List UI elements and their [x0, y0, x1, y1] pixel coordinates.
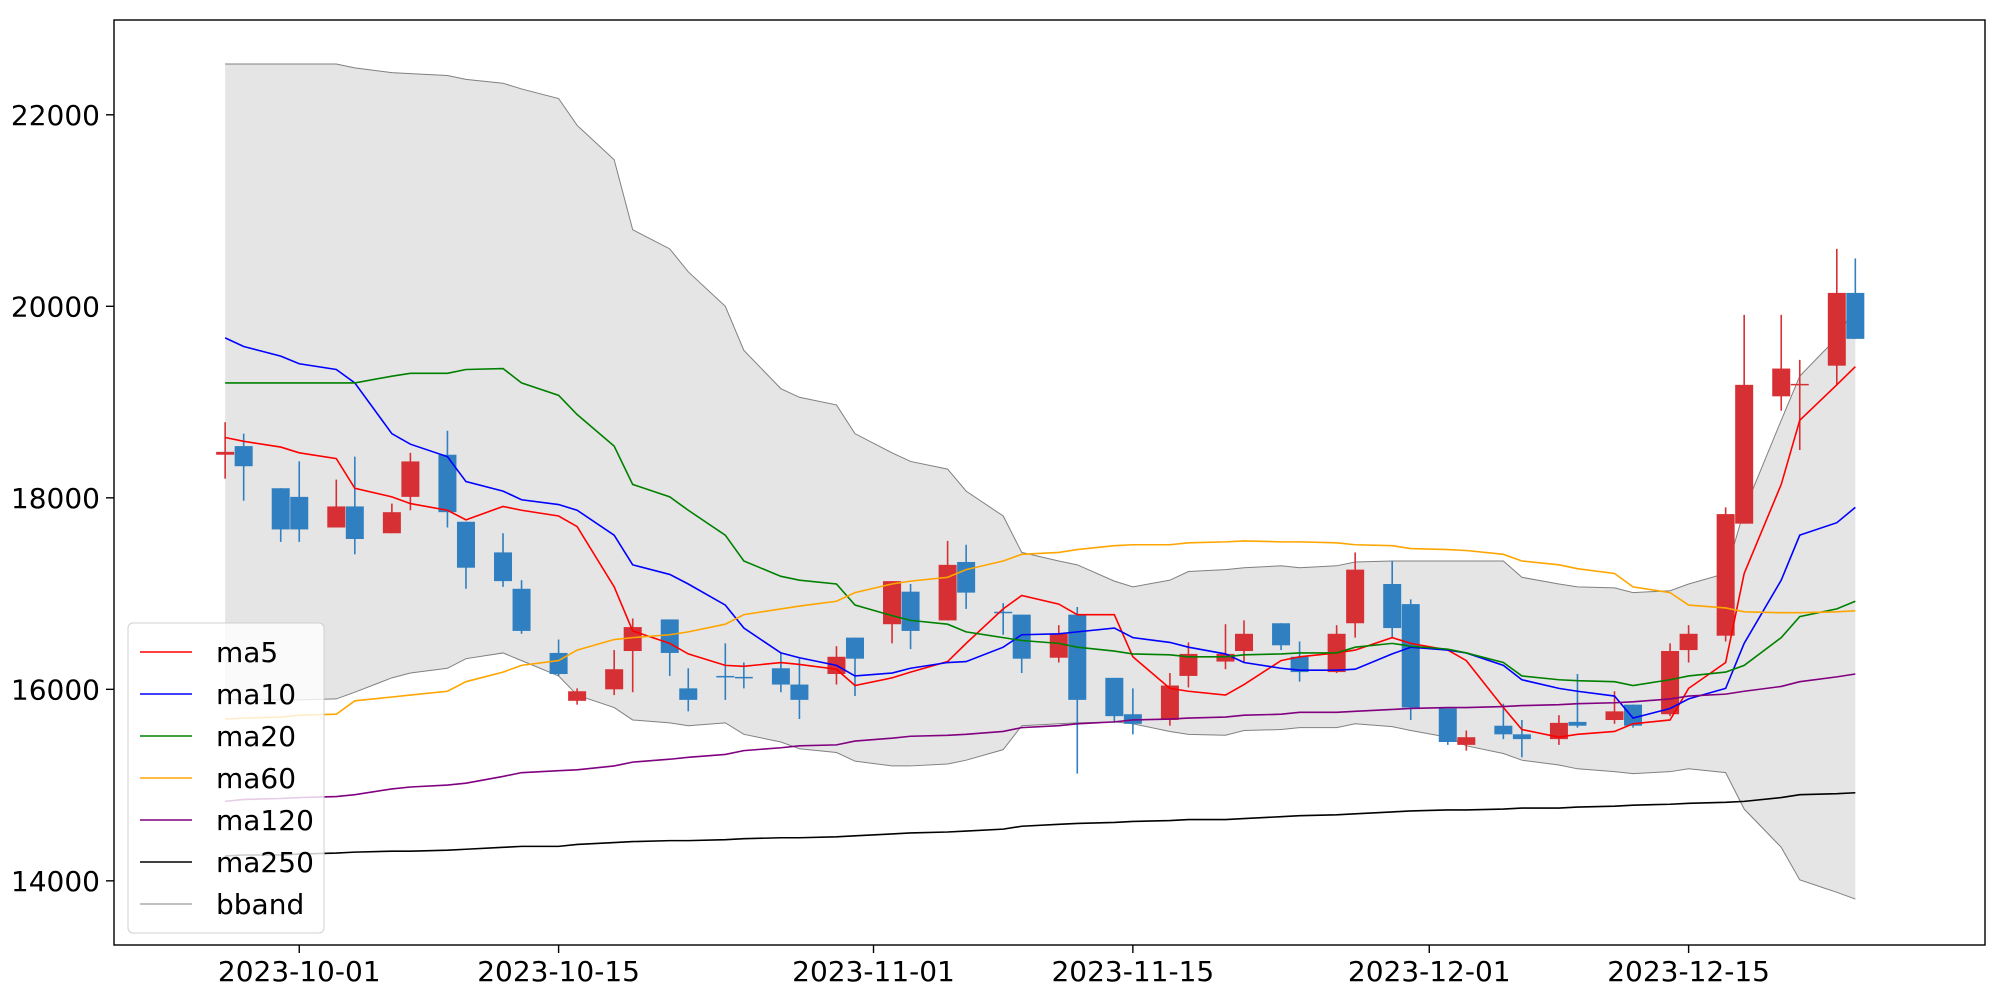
candle-body — [494, 552, 513, 582]
candle-body — [1605, 711, 1624, 720]
candle-body — [1012, 614, 1031, 659]
candle-body — [771, 668, 790, 685]
candle-body — [1772, 368, 1791, 397]
candle-body — [938, 564, 957, 621]
candle-body — [234, 446, 253, 467]
legend: ma5 ma10 ma20 ma60 ma120 ma250 bband — [127, 622, 325, 934]
ma-line — [224, 337, 1856, 719]
legend-label: ma10 — [216, 678, 296, 711]
ma-line — [225, 367, 1856, 687]
candle-body — [1049, 633, 1068, 658]
ma-line — [225, 791, 1856, 857]
candle-body — [216, 451, 235, 455]
candle-body — [382, 512, 401, 534]
legend-label: ma120 — [216, 804, 314, 837]
legend-label: ma250 — [216, 846, 314, 879]
plot-area — [216, 63, 1865, 900]
legend-label: ma60 — [216, 762, 296, 795]
candle-body — [1272, 623, 1291, 646]
y-tick-label: 20000 — [11, 290, 100, 323]
bband-upper — [225, 63, 1856, 594]
ma-line — [224, 366, 1856, 739]
x-tick-label: 2023-10-01 — [218, 955, 381, 988]
candle-body — [901, 591, 920, 631]
candle-body — [1401, 604, 1420, 708]
candle-body — [401, 461, 420, 497]
candle-body — [994, 611, 1013, 614]
ma-line — [225, 673, 1856, 803]
candle-body — [1512, 734, 1531, 740]
x-tick-label: 2023-12-01 — [1348, 955, 1511, 988]
candle-body — [883, 581, 902, 625]
candle-body — [605, 669, 624, 690]
x-tick-label: 2023-10-15 — [477, 955, 640, 988]
candle-body — [1068, 614, 1087, 700]
candle-body — [1568, 721, 1587, 726]
candle-body — [1716, 514, 1735, 636]
candle-body — [679, 688, 698, 700]
x-tick-label: 2023-12-15 — [1607, 955, 1770, 988]
candle-body — [345, 506, 364, 539]
candle-body — [1735, 384, 1754, 524]
legend-box — [127, 622, 325, 934]
candle-body — [456, 521, 475, 568]
candle-body — [660, 619, 679, 653]
candle-body — [290, 496, 309, 530]
candle-body — [1494, 725, 1513, 735]
legend-label: ma5 — [216, 636, 278, 669]
y-tick-label: 18000 — [11, 482, 100, 515]
legend-label: ma20 — [216, 720, 296, 753]
ma-line — [225, 540, 1856, 720]
candle-body — [1679, 633, 1698, 651]
candle-body — [438, 454, 457, 513]
candle-body — [1457, 737, 1476, 745]
axes-frame — [113, 19, 1986, 946]
candle-body — [957, 561, 976, 593]
y-tick-label: 16000 — [11, 673, 100, 706]
candle-body — [1235, 633, 1254, 652]
candle-body — [1383, 584, 1402, 629]
candle-body — [1624, 704, 1643, 726]
y-tick-label: 22000 — [11, 99, 100, 132]
candle-body — [327, 506, 346, 528]
y-tick-label: 14000 — [11, 865, 100, 898]
candle-body — [1123, 714, 1142, 724]
candle-body — [1346, 569, 1365, 624]
candle-body — [1827, 292, 1846, 366]
candle-body — [845, 637, 864, 659]
candle-body — [716, 675, 735, 678]
candle-body — [1105, 677, 1124, 717]
candle-body — [1216, 653, 1235, 662]
candle-body — [790, 684, 809, 700]
legend-label: bband — [216, 888, 304, 921]
candle-body — [1160, 685, 1179, 720]
candle-body — [568, 691, 587, 701]
candle-body — [1846, 292, 1865, 339]
x-tick-label: 2023-11-15 — [1051, 955, 1214, 988]
candle-body — [1290, 656, 1309, 673]
candle-body — [1179, 653, 1198, 676]
candle-body — [512, 588, 531, 631]
x-tick-label: 2023-11-01 — [792, 955, 955, 988]
candle-body — [1790, 383, 1809, 386]
candle-body — [271, 488, 290, 530]
candle-body — [1549, 722, 1568, 740]
candle-body — [734, 676, 753, 679]
bband-lower — [225, 652, 1856, 900]
candle-body — [1438, 708, 1457, 742]
